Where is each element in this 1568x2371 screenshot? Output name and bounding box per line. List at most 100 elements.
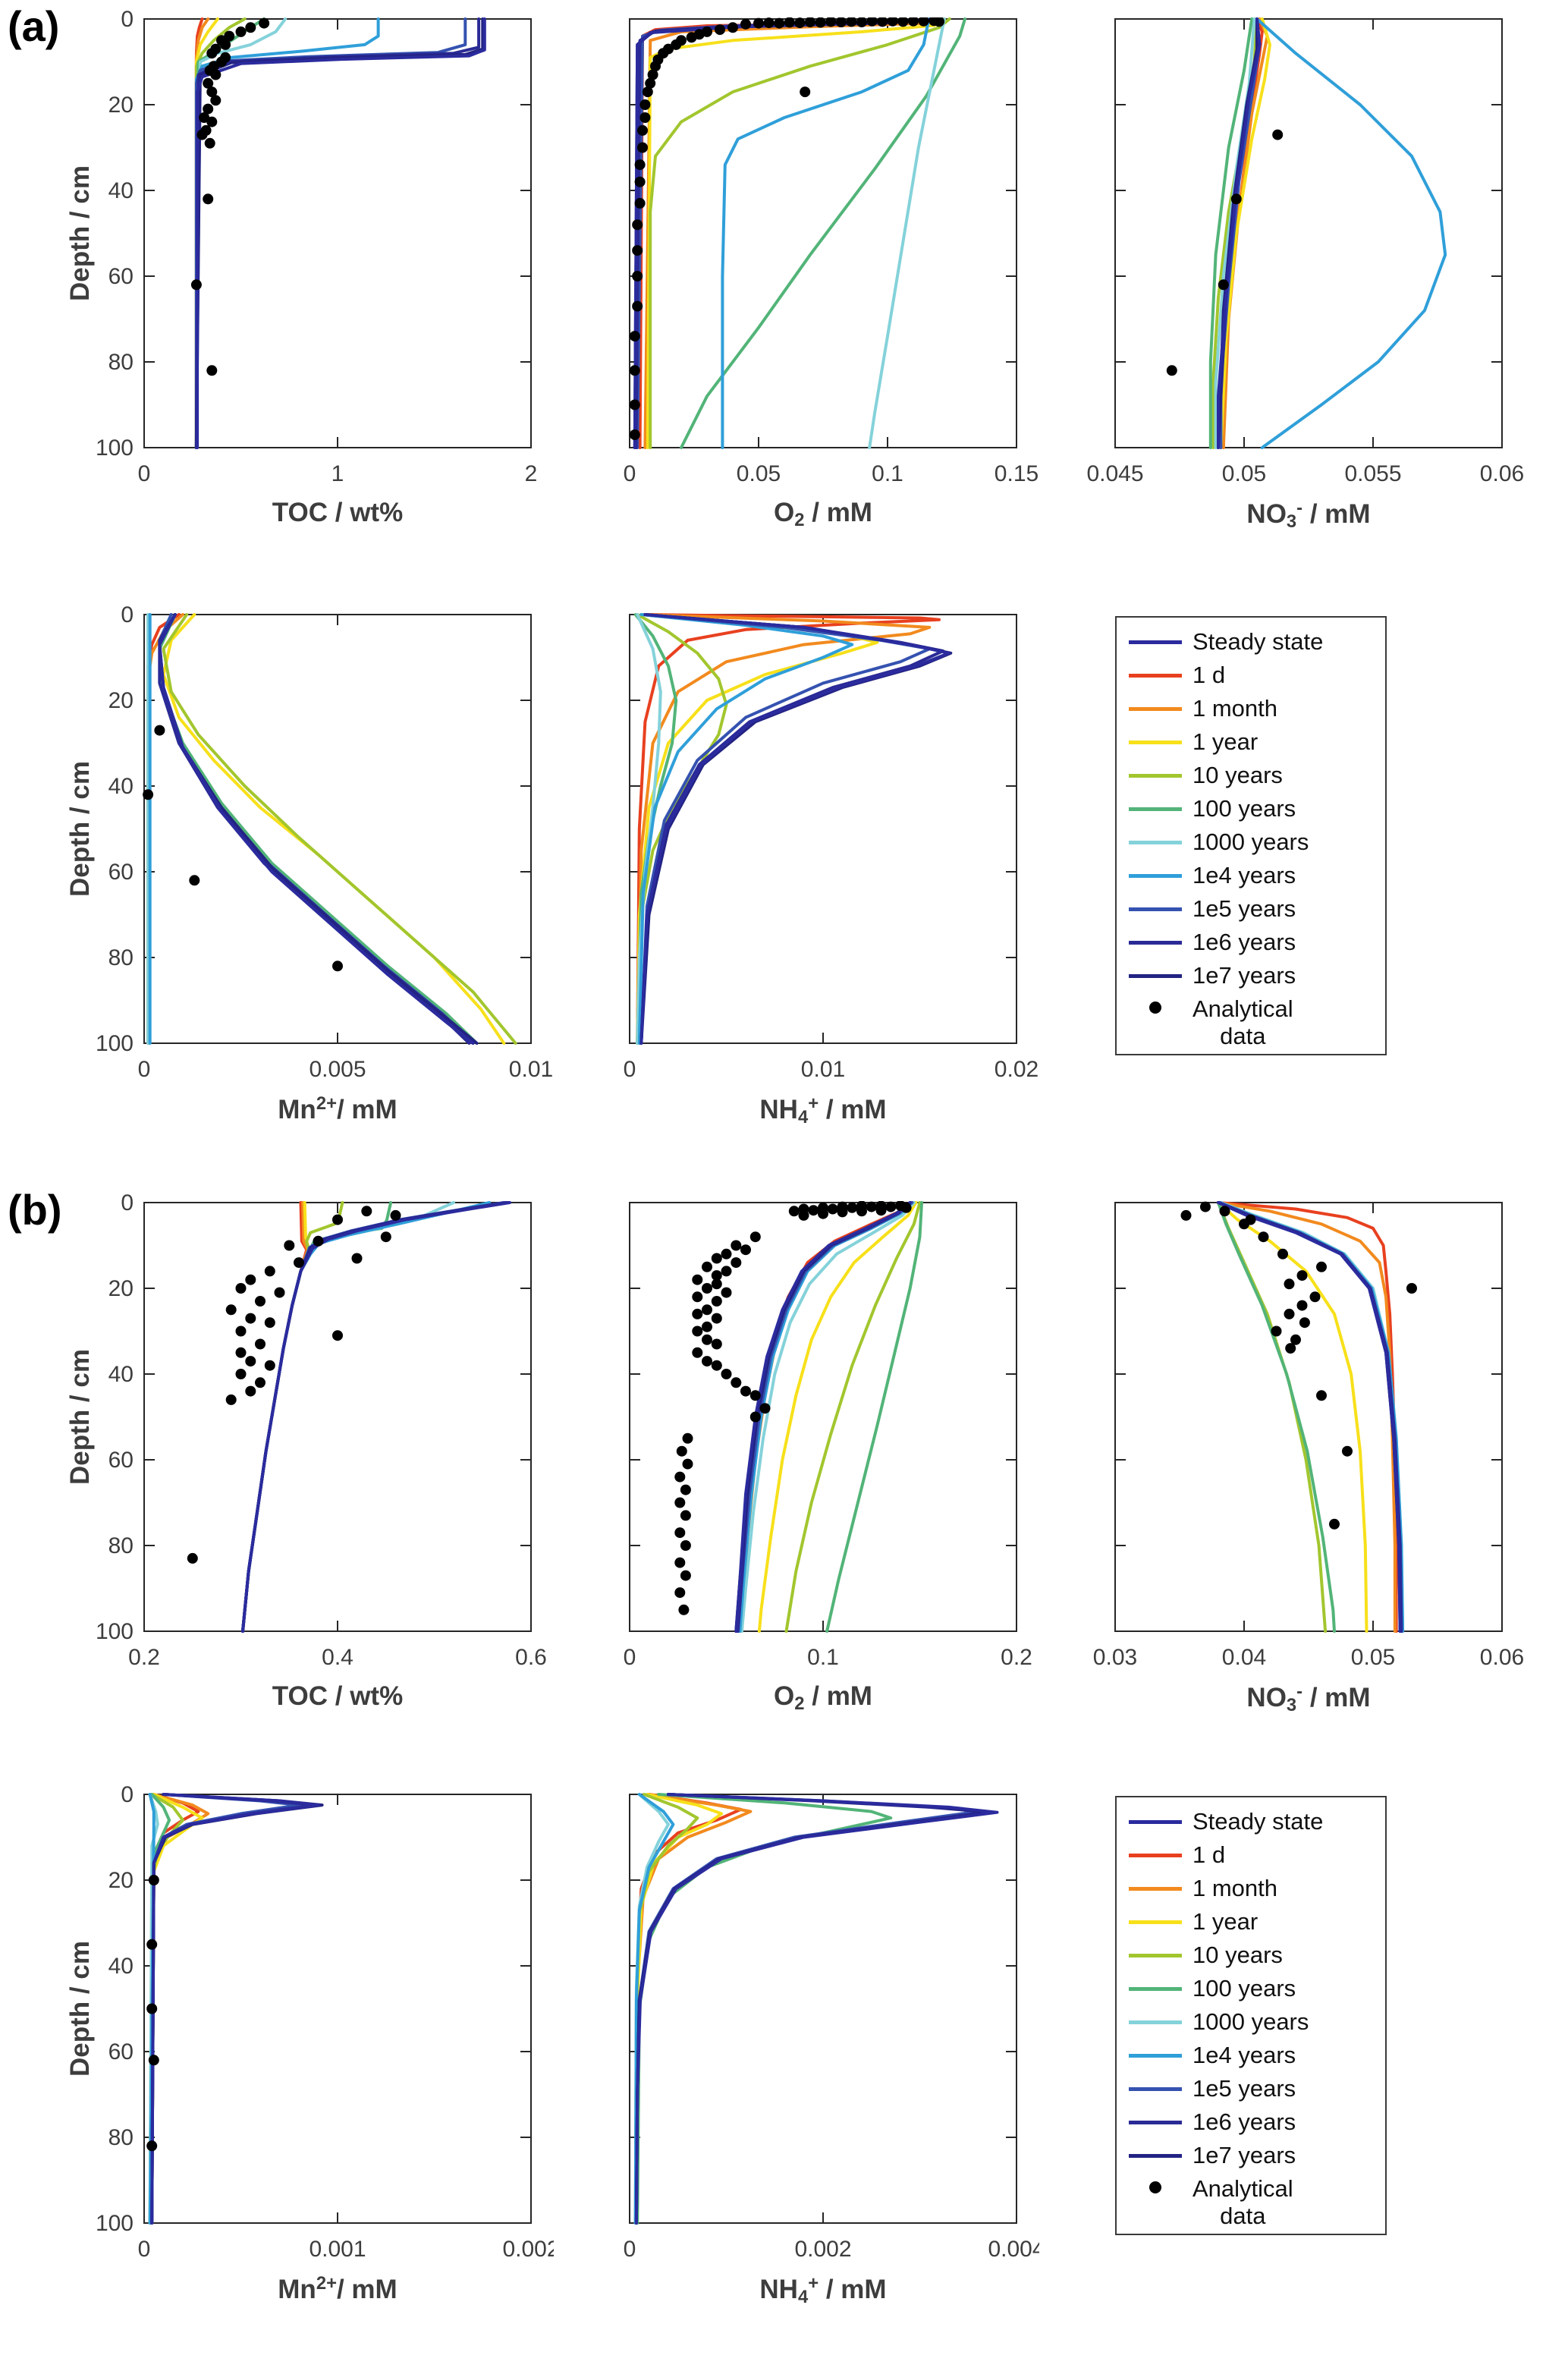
chart-b-nh4: 0 0.002 0.004 NH4+ / mM: [539, 1783, 1045, 2333]
legend-label: 1 d: [1192, 662, 1226, 689]
svg-text:0.04: 0.04: [1222, 1645, 1266, 1670]
svg-text:60: 60: [108, 860, 134, 885]
xlabel-a-no3: NO3- / mM: [1246, 498, 1371, 532]
analytical-data-point: [1329, 1518, 1340, 1530]
axis-ticks: [143, 614, 532, 1044]
analytical-data-point: [210, 69, 222, 80]
analytical-data-point: [875, 1205, 887, 1216]
analytical-data-point: [187, 1552, 198, 1564]
plot-b-nh4: 0 0.002 0.004: [624, 1793, 1045, 2262]
plot-b-no3: 0.03 0.04 0.05 0.06: [1093, 1201, 1524, 1670]
legend-label: 10 years: [1192, 762, 1283, 789]
analytical-data-point: [203, 77, 214, 89]
svg-text:80: 80: [108, 2125, 134, 2150]
series-10-years: [241, 1201, 344, 1633]
svg-text:0: 0: [138, 1057, 151, 1082]
svg-text:20: 20: [108, 688, 134, 713]
legend-label: 1e5 years: [1192, 895, 1296, 923]
analytical-data-point: [361, 1206, 372, 1217]
legend-line-sample: [1129, 940, 1182, 945]
series-1e5-years: [194, 17, 467, 449]
legend-item-1e5-years: 1e5 years: [1129, 892, 1385, 926]
svg-text:100: 100: [96, 2211, 134, 2236]
analytical-data-point: [351, 1253, 363, 1264]
svg-text:0: 0: [624, 2237, 636, 2262]
svg-text:0: 0: [624, 1645, 636, 1670]
analytical-data-point: [1219, 1206, 1230, 1217]
legend-line-sample: [1129, 706, 1182, 711]
plot-b-mn: 0 0.001 0.002 0 20 40 60 80 100: [96, 1782, 560, 2262]
tick-labels: 0.03 0.04 0.05 0.06: [1093, 1645, 1524, 1670]
analytical-data-point: [711, 1270, 722, 1281]
series-steady-state: [639, 613, 951, 1045]
svg-text:0.05: 0.05: [1351, 1645, 1395, 1670]
analytical-data-point: [900, 1202, 912, 1213]
legend-item-1-d: 1 d: [1129, 659, 1385, 692]
analytical-data-point: [715, 24, 725, 36]
svg-text:0: 0: [121, 603, 134, 627]
analytical-data-point: [835, 17, 847, 27]
analytical-data-point: [818, 1208, 828, 1219]
series-group: [146, 1793, 324, 2225]
analytical-data-point: [692, 1291, 703, 1303]
analytical-data-point: [284, 1240, 295, 1251]
series-1e4-years: [721, 17, 931, 449]
series-1e4-years: [637, 613, 854, 1045]
analytical-data-point: [1218, 279, 1229, 291]
legend-label: 10 years: [1192, 1942, 1283, 1969]
series-1e6-years: [194, 17, 481, 449]
svg-text:0.01: 0.01: [509, 1057, 553, 1082]
svg-text:0.15: 0.15: [995, 461, 1039, 486]
chart-b-toc: 0.2 0.4 0.6 0 20 40 60 80 100 TOC / wt% Depth / cm: [53, 1190, 554, 1741]
legend-item-1e7-years: 1e7 years: [1129, 2139, 1385, 2172]
analytical-data-point: [1296, 1270, 1308, 1281]
series-100-years: [158, 613, 479, 1045]
legend-line-sample: [1129, 673, 1182, 678]
analytical-data-point: [711, 1360, 722, 1371]
analytical-data-point: [235, 1325, 247, 1337]
series-1e7-years: [639, 613, 953, 1045]
legend-item-100-years: 100 years: [1129, 792, 1385, 825]
analytical-data-point: [629, 365, 640, 376]
analytical-data-point: [1406, 1283, 1417, 1294]
series-steady-state: [1217, 17, 1262, 449]
analytical-data-point: [264, 1317, 275, 1329]
analytical-data-point: [146, 1939, 158, 1950]
legend-item-1e7-years: 1e7 years: [1129, 959, 1385, 992]
series-steady-state: [158, 613, 475, 1045]
series-1000-years: [1219, 1201, 1405, 1633]
xlabel-a-o2: O2 / mM: [774, 498, 872, 531]
analytical-data-point: [674, 1557, 686, 1568]
svg-text:1: 1: [332, 461, 344, 486]
svg-text:0.06: 0.06: [1480, 461, 1524, 486]
legend-line-sample: [1129, 640, 1182, 644]
tick-labels: 0 0.001 0.002 0 20 40 60 80 100: [96, 1782, 560, 2262]
analytical-data-point: [680, 1570, 691, 1581]
svg-text:0.001: 0.001: [309, 2237, 366, 2262]
chart-a-o2: 0 0.05 0.1 0.15 O2 / mM: [539, 8, 1039, 558]
xlabel-a-mn: Mn2+/ mM: [278, 1093, 397, 1124]
xlabel-b-no3: NO3- / mM: [1246, 1681, 1371, 1715]
svg-text:0.055: 0.055: [1344, 461, 1401, 486]
series-group: [629, 17, 966, 449]
svg-text:60: 60: [108, 1448, 134, 1473]
analytical-data-point: [235, 26, 247, 37]
analytical-data-point: [846, 17, 857, 27]
legend-item-1-year: 1 year: [1129, 1905, 1385, 1939]
series-1000-years: [636, 613, 662, 1045]
analytical-data-point: [749, 1390, 761, 1401]
legend-item-1-month: 1 month: [1129, 1872, 1385, 1905]
series-steady-state: [634, 1793, 999, 2225]
analytical-data-point: [245, 1313, 256, 1324]
analytical-data-point: [1284, 1308, 1295, 1319]
panel-a-label: (a): [8, 2, 60, 50]
plot-b-toc: 0.2 0.4 0.6 0 20 40 60 80 100: [96, 1190, 547, 1670]
analytical-data-point: [674, 1587, 686, 1599]
axis-ticks: [1114, 18, 1503, 448]
series-1e6-years: [639, 613, 945, 1045]
analytical-data-point: [264, 1266, 275, 1277]
analytical-data-point: [702, 1356, 712, 1367]
legend-label: 1e7 years: [1192, 962, 1296, 989]
series-1-year: [646, 17, 946, 449]
series-group: [1180, 1201, 1417, 1633]
